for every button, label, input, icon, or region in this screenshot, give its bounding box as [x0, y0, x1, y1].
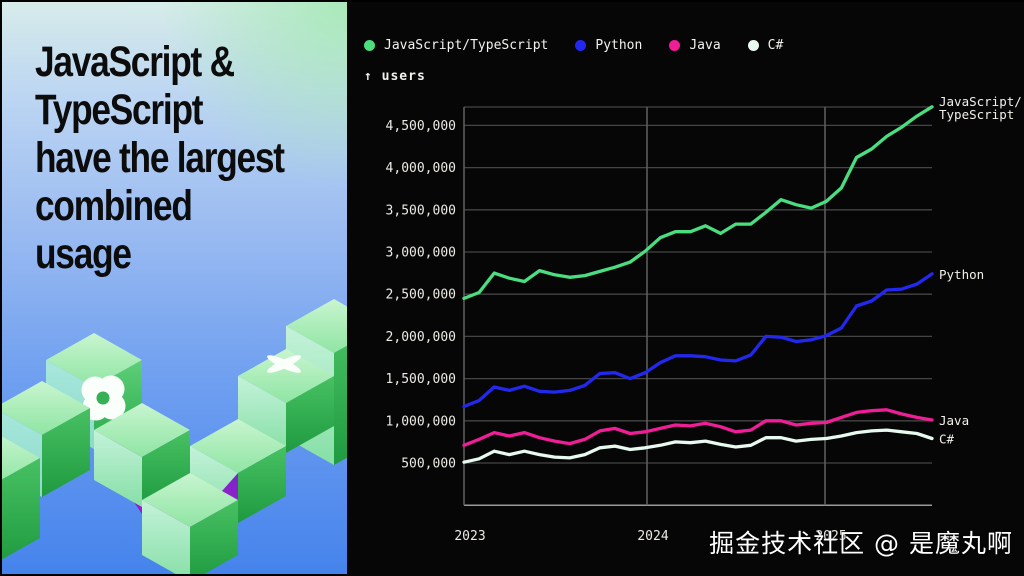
legend-label: Java: [689, 38, 721, 53]
series-end-label: JavaScript/TypeScript: [939, 94, 1022, 122]
series-line: [462, 428, 934, 464]
y-tick-label: 4,500,000: [386, 119, 456, 134]
cube-lower-left: [2, 381, 90, 497]
series-end-label: C#: [939, 432, 955, 447]
page-title: JavaScript & TypeScript have the largest…: [35, 38, 285, 278]
cube-flower-top: [238, 349, 334, 453]
line-chart: 4,500,000 4,000,000 3,500,000 3,000,000 2,50…: [386, 94, 1022, 544]
cube-descending: [94, 403, 190, 507]
legend-dot-icon: [747, 40, 759, 51]
legend-label: C#: [767, 38, 784, 53]
cube-corner-left: [2, 436, 40, 560]
legend: JavaScript/TypeScript Python Java C#: [364, 38, 783, 53]
watermark: 掘金技术社区 @ 是魔丸啊: [709, 529, 1013, 558]
y-axis-title: ↑ users: [364, 69, 426, 84]
y-tick-label: 2,000,000: [386, 330, 456, 345]
legend-item[interactable]: C#: [747, 38, 784, 53]
up-arrow-icon: ↑: [364, 69, 373, 84]
legend-item[interactable]: Java: [669, 38, 721, 53]
isometric-cubes-illustration: [2, 299, 347, 574]
legend-label: Python: [595, 38, 643, 53]
series-end-label: Python: [939, 267, 984, 282]
left-panel: JavaScript & TypeScript have the largest…: [2, 2, 347, 574]
y-tick-label: 1,000,000: [386, 414, 456, 429]
flower-top-icon: [267, 355, 301, 373]
legend-dot-icon: [575, 40, 587, 51]
series-line: [462, 272, 934, 409]
series-line: [462, 105, 934, 301]
y-tick-label: 3,000,000: [386, 246, 456, 261]
x-tick-label: 2023: [454, 529, 485, 544]
legend-item[interactable]: Python: [575, 38, 642, 53]
legend-label: JavaScript/TypeScript: [384, 38, 549, 53]
cube-valley-bottom: [142, 473, 238, 574]
legend-item[interactable]: JavaScript/TypeScript: [364, 38, 548, 53]
series-line: [462, 408, 934, 447]
y-tick-label: 1,500,000: [386, 372, 456, 387]
y-tick-label: 2,500,000: [386, 288, 456, 303]
chart-panel: JavaScript/TypeScript Python Java C# ↑ user…: [347, 2, 1024, 576]
x-tick-label: 2024: [637, 529, 668, 544]
y-tick-label: 4,000,000: [386, 161, 456, 176]
series-end-label: Java: [939, 413, 969, 428]
y-tick-label: 3,500,000: [386, 203, 456, 218]
legend-dot-icon: [669, 40, 681, 51]
y-tick-label: 500,000: [401, 457, 456, 472]
cube-rising: [190, 419, 286, 523]
legend-dot-icon: [364, 40, 375, 51]
x-tick-label: 2025: [815, 529, 846, 544]
